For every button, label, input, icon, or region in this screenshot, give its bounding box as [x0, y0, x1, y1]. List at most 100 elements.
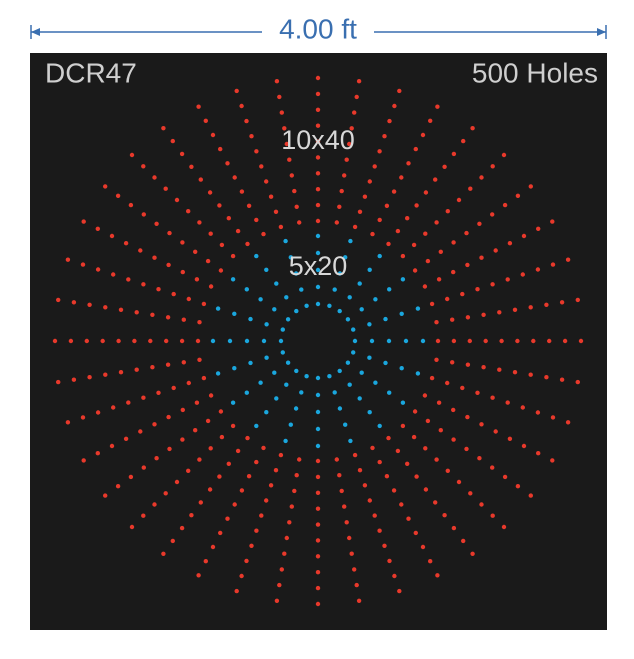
hole: [111, 405, 116, 410]
hole: [166, 414, 171, 420]
hole: [479, 502, 484, 507]
hole: [230, 400, 236, 405]
hole: [377, 459, 382, 465]
hole: [445, 209, 450, 214]
hole: [196, 104, 201, 109]
hole: [299, 390, 304, 395]
hole: [434, 320, 439, 325]
hole: [467, 338, 472, 344]
hole: [180, 240, 185, 245]
hole: [244, 390, 249, 395]
hole: [134, 367, 139, 372]
hole: [244, 558, 249, 564]
hole: [367, 267, 372, 272]
hole: [547, 338, 552, 344]
hole: [227, 338, 233, 344]
hole: [315, 107, 321, 113]
hole: [395, 228, 401, 234]
hole: [261, 231, 266, 237]
hole: [156, 287, 161, 292]
hole: [171, 291, 176, 297]
hole: [280, 327, 285, 332]
hole: [391, 189, 397, 194]
hole: [118, 370, 124, 375]
hole: [465, 362, 471, 367]
hole: [249, 543, 254, 548]
hole: [166, 262, 171, 268]
hole: [507, 436, 513, 441]
hole: [81, 458, 86, 463]
hole: [359, 370, 364, 375]
hole: [387, 390, 392, 395]
hole: [315, 301, 321, 307]
hole: [315, 123, 321, 128]
hole: [367, 322, 372, 327]
hole: [254, 217, 259, 223]
hole: [490, 164, 495, 169]
hole: [194, 277, 200, 282]
hole: [499, 338, 504, 344]
hole: [123, 436, 129, 441]
hole: [103, 493, 108, 498]
hole: [351, 350, 356, 355]
hole: [234, 588, 239, 594]
hole: [282, 126, 287, 131]
hole: [501, 524, 507, 530]
hole: [370, 231, 375, 237]
hole: [429, 301, 435, 307]
hole: [201, 375, 207, 381]
hole: [367, 498, 372, 503]
hole: [180, 269, 185, 275]
hole: [438, 249, 443, 254]
hole: [442, 164, 447, 169]
hole: [337, 406, 343, 411]
hole: [239, 189, 245, 194]
holes: [52, 75, 584, 607]
hole: [334, 457, 339, 462]
hole: [445, 296, 450, 302]
hole: [512, 370, 518, 375]
hole: [434, 457, 439, 462]
hole: [377, 253, 382, 259]
hole: [497, 310, 502, 315]
hole: [370, 445, 375, 451]
hole: [327, 374, 332, 379]
hole: [521, 443, 527, 449]
hole: [315, 522, 321, 527]
hole: [559, 300, 565, 305]
hole: [315, 171, 321, 176]
hole: [258, 380, 263, 385]
hole: [292, 188, 297, 194]
hole: [413, 530, 418, 536]
hole: [348, 238, 353, 244]
hole: [293, 406, 299, 411]
hole: [128, 202, 134, 208]
hole: [232, 502, 237, 507]
hole: [337, 271, 343, 276]
hole: [315, 267, 321, 273]
hole: [490, 212, 495, 217]
hole: [392, 573, 397, 579]
hole: [479, 175, 484, 180]
hole: [201, 301, 207, 307]
hole: [481, 312, 486, 317]
hole: [550, 415, 556, 420]
hole: [103, 372, 108, 377]
hole: [400, 423, 406, 429]
hole: [468, 491, 473, 496]
hole: [483, 338, 488, 344]
hole: [468, 186, 473, 191]
hole: [246, 203, 252, 208]
hole: [111, 272, 116, 277]
hole: [351, 327, 356, 332]
hole: [174, 479, 180, 485]
hole: [264, 267, 269, 272]
hole: [273, 209, 279, 214]
hole: [475, 287, 480, 292]
hole: [218, 146, 223, 152]
hole: [203, 559, 208, 564]
hole: [152, 255, 157, 260]
hole: [327, 303, 332, 308]
hole: [422, 284, 428, 289]
hole: [412, 409, 418, 414]
